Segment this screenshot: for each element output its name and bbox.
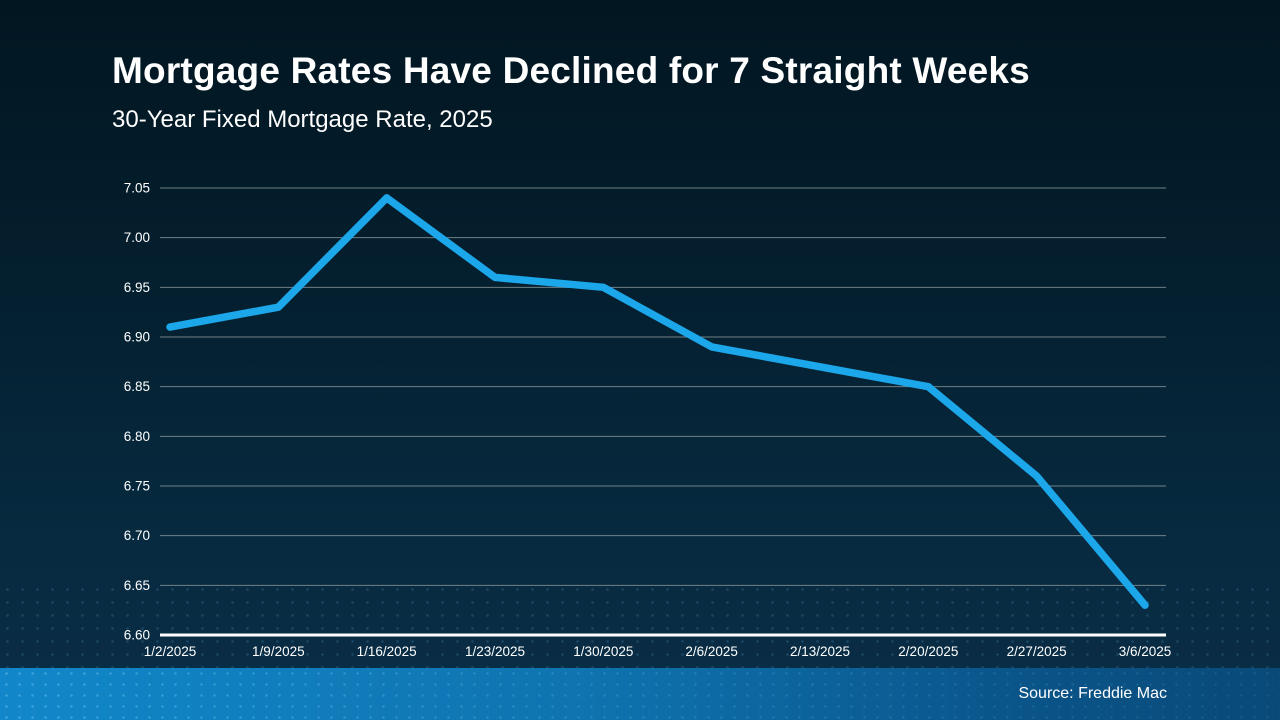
rate-line [166, 194, 1149, 609]
x-axis-tick-label: 3/6/2025 [1119, 644, 1172, 659]
x-axis-tick-label: 2/6/2025 [685, 644, 738, 659]
y-axis-tick-label: 6.60 [124, 628, 150, 643]
x-axis-tick-label: 1/2/2025 [144, 644, 197, 659]
x-axis-tick-label: 1/30/2025 [573, 644, 633, 659]
y-axis-tick-label: 6.75 [124, 479, 150, 494]
x-axis-tick-label: 2/13/2025 [790, 644, 850, 659]
y-axis-tick-label: 6.95 [124, 280, 150, 295]
x-axis-tick-label: 2/20/2025 [898, 644, 958, 659]
footer-bar: Source: Freddie Mac [0, 668, 1280, 720]
x-axis-tick-label: 1/23/2025 [465, 644, 525, 659]
y-axis-tick-label: 6.85 [124, 379, 150, 394]
y-axis-tick-label: 7.05 [124, 181, 150, 196]
y-axis-tick-label: 7.00 [124, 230, 150, 245]
y-axis-tick-label: 6.90 [124, 330, 150, 345]
y-axis-tick-label: 6.70 [124, 528, 150, 543]
source-attribution: Source: Freddie Mac [1018, 685, 1167, 702]
y-axis-tick-label: 6.80 [124, 429, 150, 444]
chart-title: Mortgage Rates Have Declined for 7 Strai… [112, 50, 1030, 91]
x-axis-tick-label: 2/27/2025 [1007, 644, 1067, 659]
y-axis-tick-label: 6.65 [124, 578, 150, 593]
x-axis-tick-label: 1/16/2025 [357, 644, 417, 659]
x-axis-tick-label: 1/9/2025 [252, 644, 305, 659]
chart-subtitle: 30-Year Fixed Mortgage Rate, 2025 [112, 106, 493, 133]
